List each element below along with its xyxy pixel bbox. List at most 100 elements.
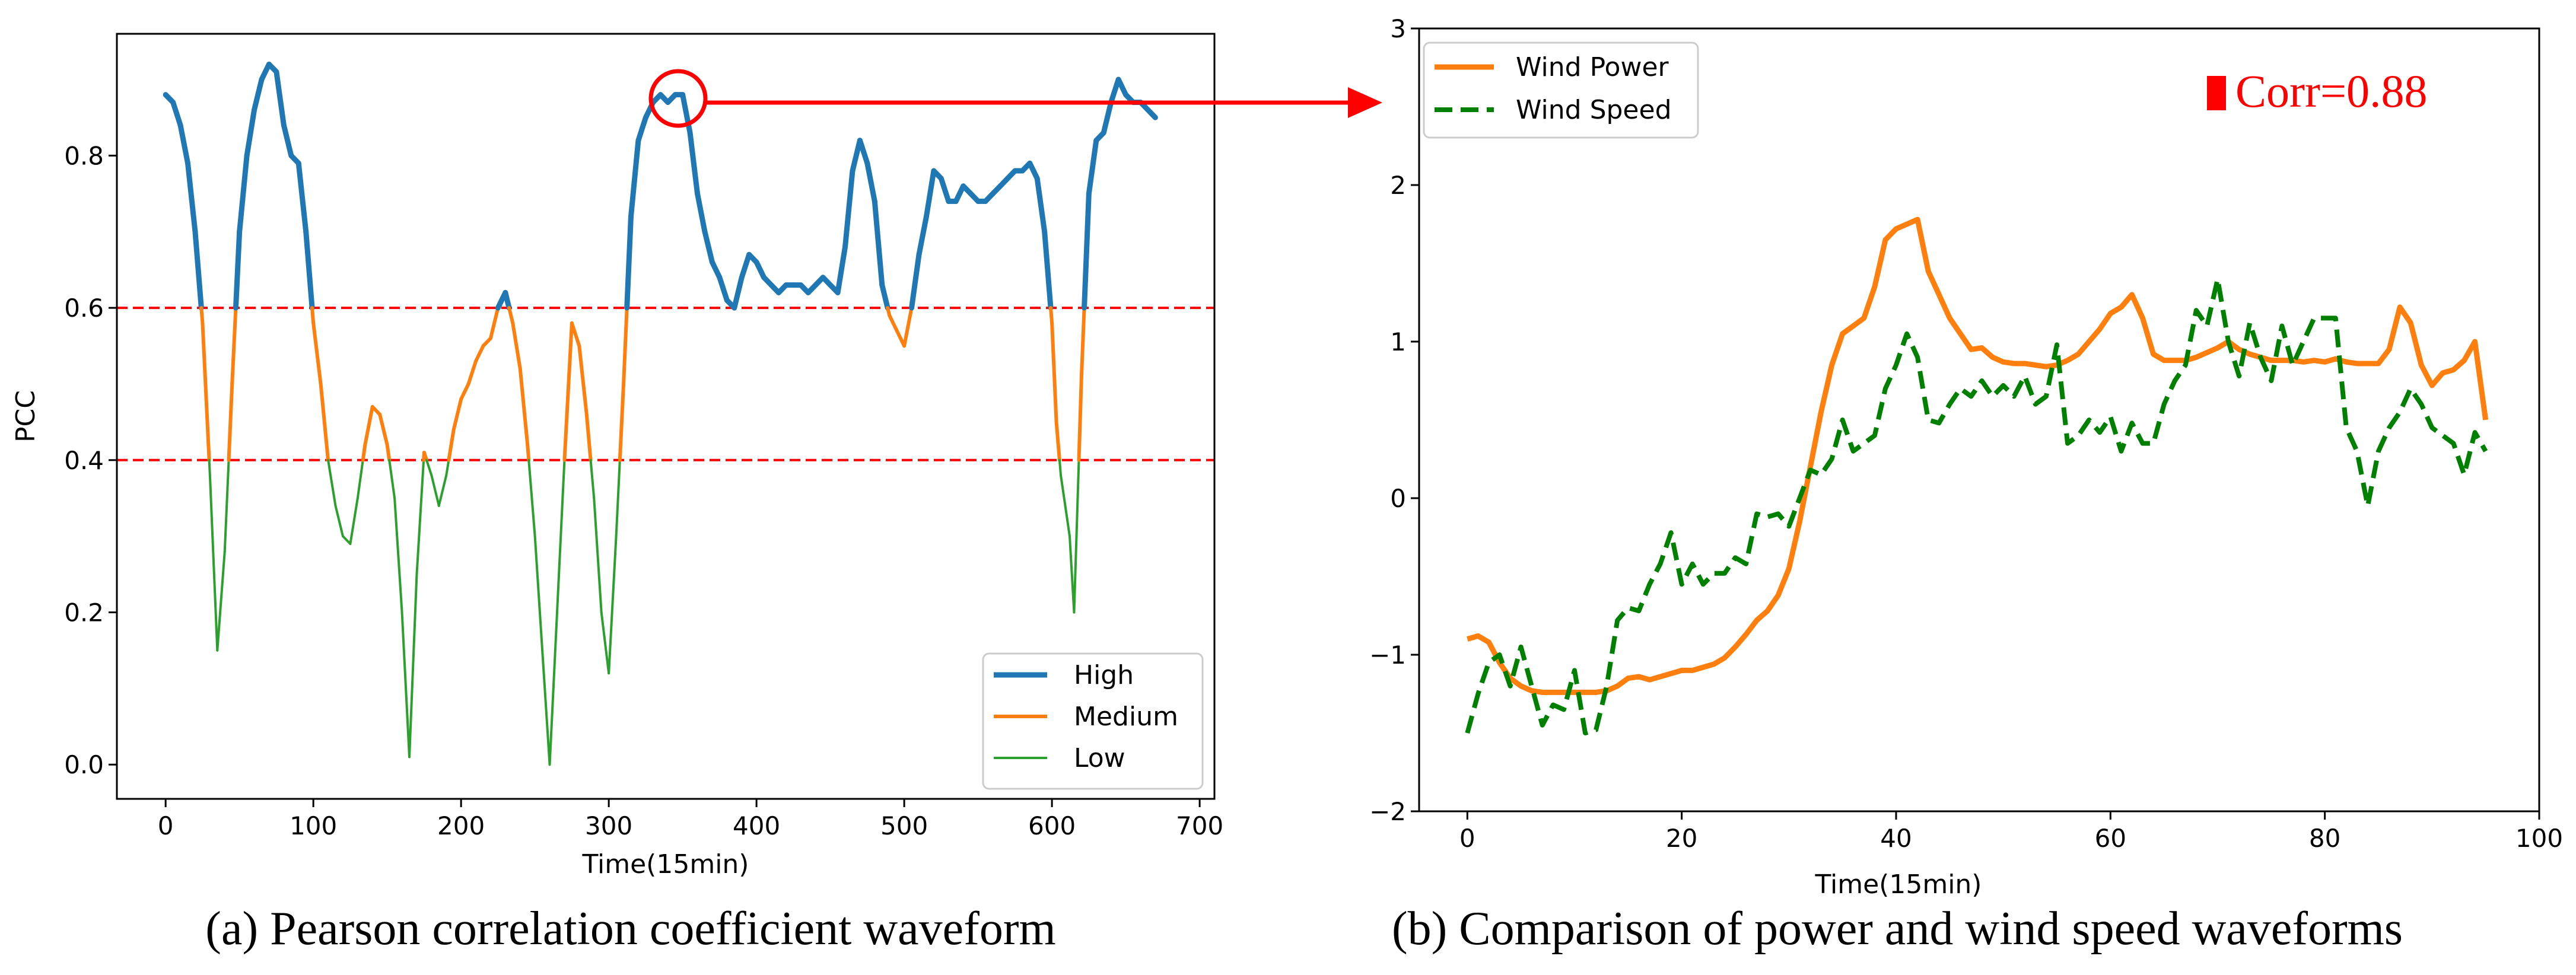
correlation-annotation: Corr=0.88 [2207, 65, 2427, 117]
legend: Wind Power Wind Speed [1423, 42, 1699, 139]
pcc-segment [1077, 374, 1083, 462]
pcc-segment [310, 306, 316, 325]
pcc-segment [230, 306, 238, 386]
pcc-segment [400, 611, 411, 759]
pcc-segment [842, 168, 856, 250]
waveform-series [1465, 216, 2489, 735]
plot-frame [1418, 27, 2540, 812]
pcc-segment [185, 160, 198, 235]
pcc-segment [593, 496, 603, 614]
pcc-segment [739, 251, 752, 281]
pcc-segment [1060, 474, 1067, 507]
legend-label: Wind Power [1516, 52, 1669, 82]
pcc-segment [1082, 191, 1092, 311]
pcc-segment [356, 458, 364, 499]
x-tick-label: 40 [1880, 824, 1912, 853]
x-tick-label: 700 [1176, 811, 1223, 840]
pcc-segment [555, 458, 566, 614]
pcc-segment [695, 191, 708, 235]
pcc-segment [709, 259, 723, 281]
pcc-segment [1145, 107, 1158, 120]
pcc-segment [252, 77, 265, 113]
pcc-segment [680, 92, 693, 136]
pcc-segment [319, 382, 330, 462]
pcc-segment [341, 535, 352, 545]
annotation-marker [2207, 76, 2226, 110]
x-axis-ticks: 0 20 40 60 80 100 [1459, 811, 2563, 853]
x-tick-label: 200 [437, 811, 485, 840]
y-axis-label: PCC [11, 390, 41, 442]
pcc-segment [474, 344, 485, 363]
x-tick-label: 80 [2309, 824, 2340, 853]
pcc-segment [388, 458, 396, 499]
legend-label: Wind Speed [1516, 95, 1672, 125]
pcc-segment [1101, 100, 1114, 136]
pcc-segment [916, 214, 929, 257]
plot-frame [116, 33, 1216, 800]
pcc-segment [1049, 306, 1054, 325]
pcc-segment [445, 458, 450, 477]
y-tick-label: 0.0 [64, 750, 104, 779]
y-axis-ticks: −2 −1 0 1 2 3 [1369, 14, 1419, 826]
pcc-segment [422, 450, 429, 462]
pcc-segment [227, 382, 234, 462]
pcc-segment [378, 412, 389, 447]
y-tick-label: 3 [1390, 14, 1406, 43]
pcc-segment [527, 458, 536, 538]
pcc-segment [518, 367, 530, 447]
x-axis-ticks: 0 100 200 300 400 500 600 700 [158, 799, 1223, 840]
pcc-segment [732, 275, 745, 311]
pcc-segment [608, 535, 618, 675]
wind-power-line [1467, 216, 2489, 695]
x-axis-label: Time(15min) [582, 849, 749, 880]
pcc-segment [1073, 458, 1080, 614]
pcc-segment [1108, 77, 1121, 106]
pcc-segment [622, 306, 629, 386]
pcc-segment [507, 306, 515, 325]
y-tick-label: 0.8 [64, 141, 104, 170]
y-tick-label: 0 [1390, 484, 1406, 513]
pcc-segment [208, 458, 211, 477]
pcc-segment [334, 504, 344, 538]
legend-label: Low [1074, 743, 1125, 773]
wind-speed-line [1465, 276, 2488, 735]
pcc-segment [526, 443, 531, 462]
pcc-segment [233, 229, 243, 311]
pcc-segment [216, 550, 226, 652]
pcc-segment [615, 458, 621, 538]
legend-label: Medium [1074, 702, 1178, 732]
pcc-segment [363, 404, 374, 447]
highlight-circle [648, 69, 708, 128]
pcc-series [163, 61, 1158, 766]
pcc-segment [451, 397, 463, 432]
arrow-head [1348, 87, 1382, 118]
pcc-segment [199, 306, 205, 325]
annotation-text: Corr=0.88 [2235, 65, 2427, 117]
x-tick-label: 500 [880, 811, 928, 840]
pcc-segment [244, 107, 257, 158]
pcc-segment [447, 428, 456, 462]
pcc-segment [879, 282, 891, 311]
pcc-segment [311, 321, 323, 386]
pcc-segment [361, 443, 367, 462]
waveform-chart: 0 20 40 60 80 100 −2 −1 0 1 2 3 Time(15min) Corr=0… [1369, 14, 2563, 955]
y-axis-ticks: 0.0 0.2 0.4 0.6 0.8 [64, 141, 117, 779]
pcc-segment [415, 458, 425, 576]
pcc-segment [1050, 321, 1058, 424]
pcc-segment [624, 214, 634, 311]
caption-b: (b) Comparison of power and wind speed w… [1392, 903, 2403, 955]
pcc-segment [589, 458, 596, 499]
legend-label: High [1074, 660, 1134, 690]
pcc-segment [385, 443, 392, 462]
pcc-segment [584, 412, 593, 462]
pcc-segment [1054, 420, 1061, 462]
pcc-segment [1058, 458, 1063, 477]
y-tick-label: 0.2 [64, 598, 104, 627]
pcc-segment [223, 458, 230, 553]
y-tick-label: 0.4 [64, 446, 104, 475]
y-tick-label: 1 [1390, 327, 1406, 356]
pcc-segment [170, 100, 183, 128]
pcc-segment [628, 138, 641, 219]
pcc-segment [1079, 306, 1086, 378]
